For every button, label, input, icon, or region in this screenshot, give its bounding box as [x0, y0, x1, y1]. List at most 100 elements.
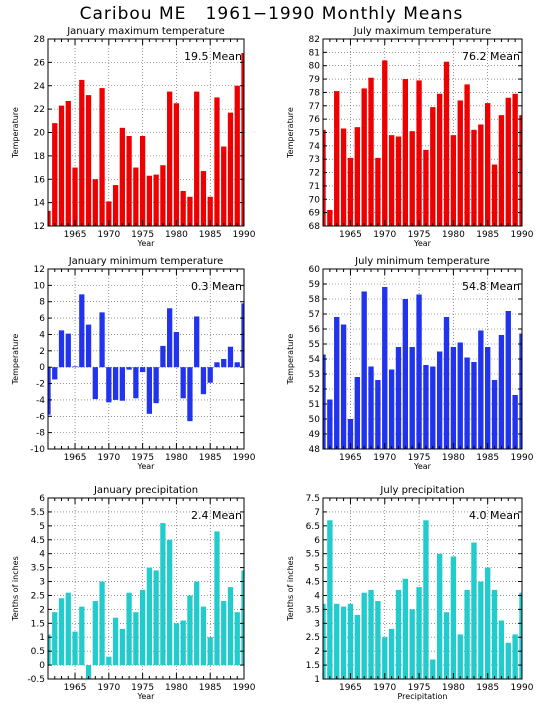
y-tick-label: 68 — [309, 222, 321, 232]
y-tick-label: 2 — [314, 647, 320, 657]
bar-1985 — [207, 196, 213, 226]
bar-1973 — [126, 367, 132, 370]
bar-1978 — [160, 165, 166, 226]
x-tick-label: 1970 — [97, 683, 120, 693]
mean-label: 4.0 Mean — [469, 509, 520, 522]
y-tick-label: -8 — [36, 429, 45, 439]
x-tick-label: 1970 — [373, 683, 396, 693]
y-tick-label: 71 — [309, 182, 320, 192]
bar-1962 — [327, 399, 333, 449]
bar-1976 — [146, 367, 153, 414]
bar-1961 — [48, 634, 51, 666]
bar-1973 — [126, 136, 132, 226]
y-tick-label: 12 — [34, 222, 45, 232]
bar-1987 — [221, 359, 227, 368]
y-tick-label: 1 — [314, 675, 320, 685]
y-tick-label: 2.5 — [306, 633, 320, 643]
bar-1987 — [498, 620, 505, 679]
chart-panel: -10 -8 -6 -4 -2 0 2 4 6 8 10 12 1965 1970 1975 1980 1985… — [11, 256, 256, 471]
bar-1978 — [436, 93, 443, 226]
bar-1977 — [153, 174, 159, 226]
x-tick-label: 1985 — [476, 453, 499, 463]
y-tick-label: -2 — [36, 380, 45, 390]
bar-1961 — [323, 354, 326, 449]
bar-1968 — [92, 179, 98, 226]
bar-1970 — [106, 201, 112, 226]
bar-1969 — [99, 581, 105, 666]
bar-1974 — [409, 609, 415, 679]
y-tick-label: 14 — [34, 199, 46, 209]
bar-1972 — [119, 367, 125, 401]
y-tick-label: 4 — [314, 591, 320, 601]
mean-label: 19.5 Mean — [184, 50, 242, 63]
bar-1983 — [194, 581, 200, 666]
y-tick-label: -10 — [30, 445, 45, 455]
bar-1964 — [65, 333, 71, 368]
y-tick-label: 4 — [39, 330, 45, 340]
bar-1981 — [457, 100, 463, 226]
bar-1971 — [112, 367, 119, 400]
y-tick-label: 0 — [39, 661, 45, 671]
bar-1981 — [180, 190, 186, 226]
y-tick-label: 3 — [39, 578, 45, 588]
y-tick-label: 18 — [34, 152, 46, 162]
bar-1976 — [423, 149, 429, 226]
chart-panel: 68 69 70 71 72 73 74 75 76 77 78 79 80 81 82 1965 1970 19… — [286, 26, 534, 248]
bar-1986 — [214, 362, 220, 368]
y-tick-label: 60 — [309, 265, 321, 275]
bar-1962 — [327, 209, 333, 226]
bar-1986 — [491, 380, 498, 449]
bar-1965 — [347, 157, 354, 226]
bar-1981 — [457, 342, 463, 449]
bar-1970 — [382, 637, 388, 679]
bar-1978 — [436, 351, 443, 449]
y-tick-label: 81 — [309, 48, 320, 58]
bar-1978 — [436, 553, 443, 679]
y-tick-label: 1 — [39, 633, 45, 643]
y-tick-label: 2 — [39, 347, 45, 357]
bar-1980 — [450, 556, 457, 679]
bar-1971 — [112, 617, 119, 666]
y-tick-label: 0 — [39, 363, 45, 373]
x-tick-label: 1980 — [165, 683, 188, 693]
y-axis-label: Temperature — [286, 334, 295, 386]
bar-1975 — [416, 587, 422, 679]
x-axis-label: Year — [137, 239, 156, 248]
bar-1962 — [52, 612, 58, 666]
x-tick-label: 1985 — [476, 230, 499, 240]
y-tick-label: 6 — [39, 314, 45, 324]
bar-1984 — [478, 581, 484, 679]
bar-1977 — [430, 366, 436, 449]
bar-1966 — [354, 614, 360, 679]
bar-1982 — [464, 589, 470, 679]
bar-1962 — [52, 367, 58, 380]
plot-frame — [322, 497, 523, 680]
chart-panel: 12 14 16 18 20 22 24 26 28 1965 1970 1975 1980 1985 19… — [11, 26, 256, 248]
bar-1974 — [133, 367, 139, 399]
x-tick-label: 1965 — [64, 683, 87, 693]
x-tick-label: 1980 — [442, 230, 465, 240]
y-tick-label: 2 — [39, 605, 45, 615]
bar-1972 — [119, 628, 125, 666]
bar-1980 — [173, 623, 180, 666]
bar-1965 — [72, 167, 78, 226]
bar-1978 — [160, 345, 166, 368]
bar-1988 — [227, 587, 234, 666]
bar-1985 — [485, 103, 491, 226]
bar-1964 — [340, 606, 347, 679]
x-tick-label: 1990 — [511, 453, 534, 463]
chart-panel: 48 49 50 51 52 53 54 55 56 57 58 59 60 1965 1970 1975 19… — [286, 256, 534, 471]
bar-1976 — [423, 365, 429, 449]
bar-1988 — [227, 112, 234, 226]
bar-1980 — [450, 135, 457, 226]
x-tick-label: 1975 — [131, 683, 154, 693]
bar-1967 — [361, 88, 367, 227]
bar-1968 — [368, 77, 374, 226]
panel-title: July maximum temperature — [353, 26, 492, 37]
y-tick-label: 80 — [309, 62, 321, 72]
bar-1969 — [375, 601, 381, 679]
bar-1973 — [402, 299, 409, 449]
x-tick-label: 1985 — [199, 453, 222, 463]
plot-frame — [47, 268, 245, 450]
